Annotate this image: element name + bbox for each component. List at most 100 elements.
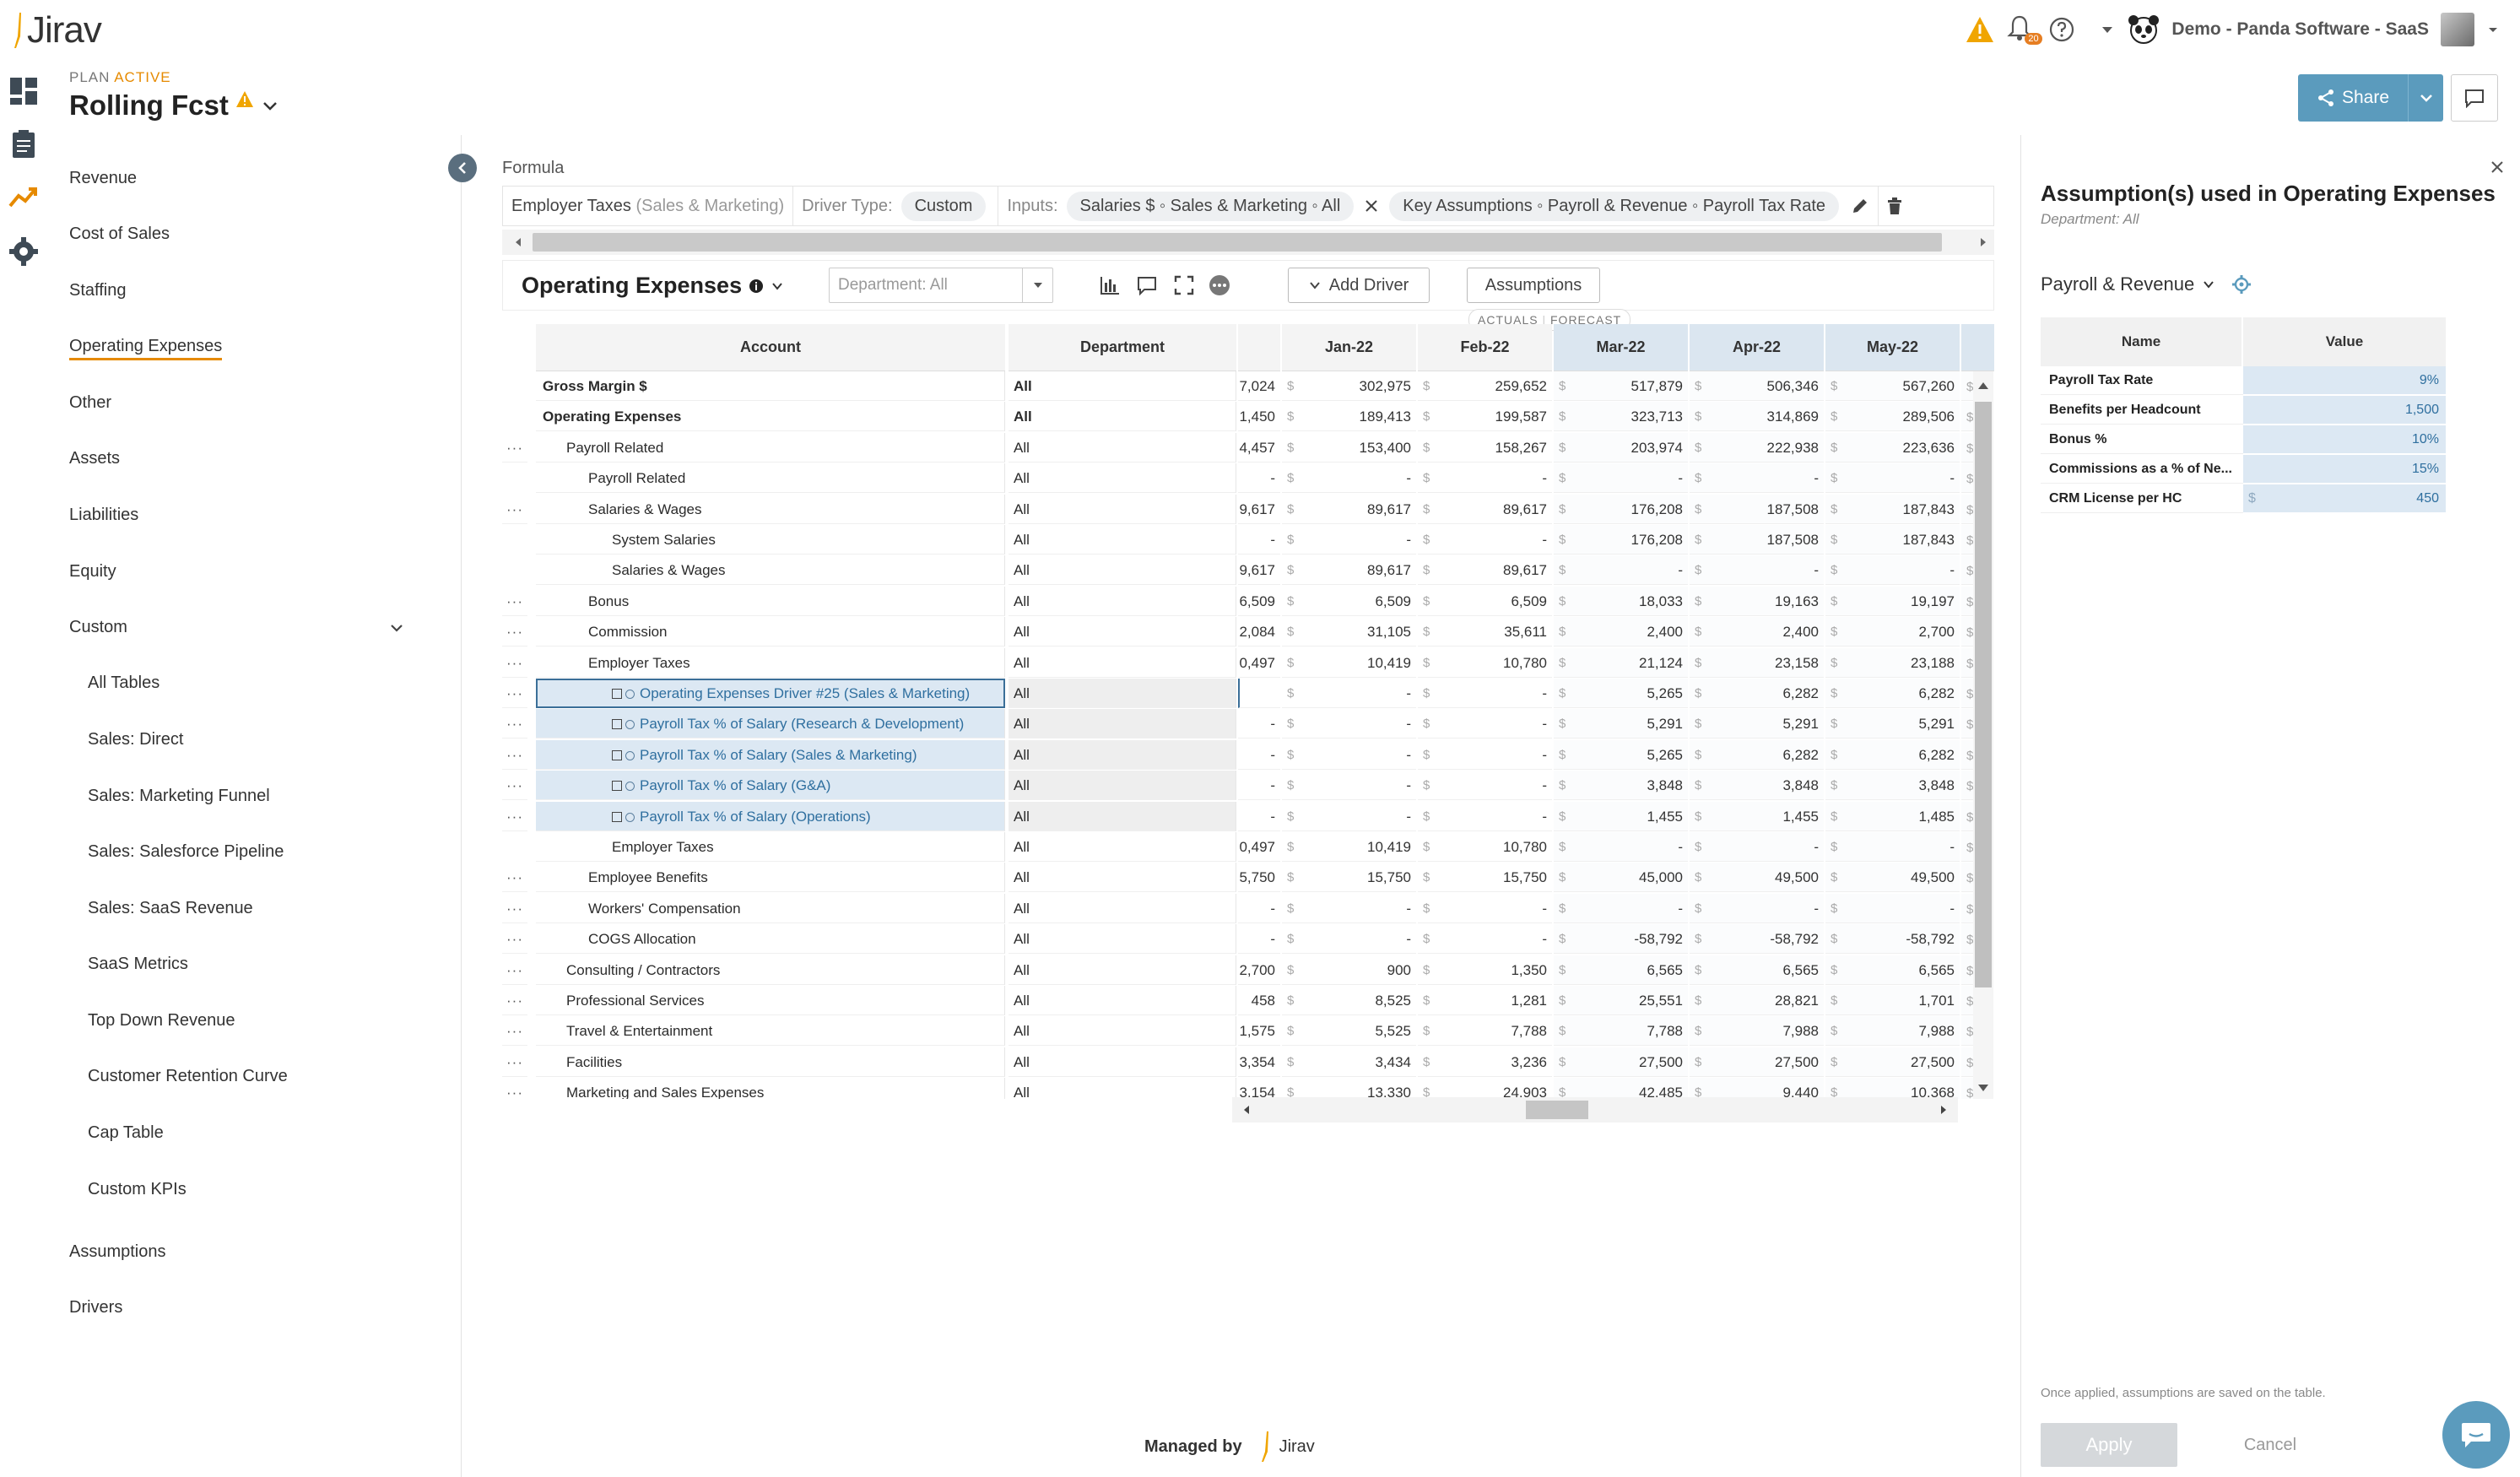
cell-value[interactable]: $5,291 [1825,709,1960,739]
cell-prev-month[interactable]: 2,084 [1238,617,1280,647]
sidebar-item-sales-direct[interactable]: Sales: Direct [88,730,184,749]
cell-value[interactable]: $ - [1418,525,1552,555]
sidebar-item-top-down-revenue[interactable]: Top Down Revenue [88,1011,235,1030]
row-menu-icon[interactable]: ··· [502,894,527,923]
cell-account[interactable]: Employer Taxes [536,647,1005,678]
table-row[interactable]: ··· Workers' Compensation All - $ - $ - $ - $ - $ - $ [502,893,1994,923]
cell-value[interactable]: $314,869 [1690,402,1824,432]
cell-department[interactable]: All [1009,617,1236,647]
table-row[interactable]: ··· Employee Benefits All 5,750 $15,750 $15,7… [502,863,1994,893]
cell-department[interactable]: All [1009,371,1236,401]
table-row[interactable]: ··· Professional Services All 458 $8,525 $1,2… [502,986,1994,1015]
cell-prev-month[interactable]: 458 [1238,986,1280,1015]
cell-department[interactable]: All [1009,1047,1236,1077]
user-avatar[interactable] [2441,13,2474,46]
sidebar-item-staffing[interactable]: Staffing [69,281,127,300]
cell-prev-month[interactable]: - [1238,709,1280,739]
sidebar-item-assumptions[interactable]: Assumptions [69,1242,166,1261]
cell-account[interactable]: Employer Taxes [536,832,1005,862]
cell-value[interactable]: $203,974 [1554,432,1688,463]
cell-value[interactable]: $5,525 [1282,1016,1416,1047]
cell-value[interactable]: $ - [1418,924,1552,955]
grid-vertical-scrollbar[interactable] [1973,371,1993,1099]
table-row[interactable]: Payroll Related All - $ - $ - $ - $ - $ - $ [502,463,1994,494]
cell-department[interactable]: All [1009,832,1236,862]
row-menu-icon[interactable]: ··· [502,648,527,678]
cell-account[interactable]: Gross Margin $ [536,371,1005,401]
cell-department[interactable]: All [1009,1016,1236,1047]
assumption-row[interactable]: Bonus % 10% [2041,425,2446,454]
table-row[interactable]: ··· Employer Taxes All 0,497 $10,419 $10,780 $… [502,647,1994,678]
assumption-value[interactable]: 10% [2243,425,2446,454]
cell-account[interactable]: Payroll Tax % of Salary (Research & Deve… [536,709,1005,739]
cell-value[interactable]: $3,236 [1418,1047,1552,1077]
cell-value[interactable]: $ - [1418,679,1552,708]
sidebar-item-equity[interactable]: Equity [69,562,116,581]
assumption-row[interactable]: Payroll Tax Rate 9% [2041,366,2446,395]
driver-checkbox-icon[interactable] [612,749,622,760]
cell-department[interactable]: All [1009,432,1236,463]
cell-department[interactable]: All [1009,679,1236,708]
scroll-left-icon[interactable] [1241,1104,1252,1116]
column-header-may[interactable]: May-22 [1825,324,1960,371]
caret-down-icon[interactable] [2099,21,2116,38]
cell-value[interactable]: $89,617 [1418,555,1552,586]
close-panel-button[interactable] [2490,157,2505,181]
cell-value[interactable]: $ - [1282,709,1416,739]
cell-value[interactable]: $ - [1282,771,1416,801]
cell-prev-month[interactable]: 4,457 [1238,433,1280,463]
assumption-value[interactable]: 15% [2243,455,2446,484]
cell-value[interactable]: $18,033 [1554,586,1688,616]
cell-prev-month[interactable]: 2,700 [1238,955,1280,985]
cell-value[interactable]: $ - [1554,463,1688,494]
cell-value[interactable]: $ - [1418,771,1552,801]
cell-value[interactable]: $ - [1282,924,1416,955]
cell-prev-month[interactable]: 3,154 [1238,1078,1280,1099]
sidebar-item-drivers[interactable]: Drivers [69,1298,123,1317]
cell-value[interactable]: $ - [1418,463,1552,494]
driver-checkbox-icon[interactable] [612,781,622,792]
cell-value[interactable]: $323,713 [1554,402,1688,432]
cell-value[interactable]: $25,551 [1554,986,1688,1015]
table-row[interactable]: Operating Expenses All 1,450 $189,413 $199,5… [502,402,1994,432]
table-row[interactable]: Salaries & Wages All 9,617 $89,617 $89,617 $ -… [502,555,1994,586]
chat-support-button[interactable] [2442,1401,2510,1469]
cell-value[interactable]: $ - [1418,709,1552,739]
cell-account[interactable]: Employee Benefits [536,863,1005,893]
cell-prev-month[interactable]: - [1238,463,1280,494]
table-row[interactable]: ··· Bonus All 6,509 $6,509 $6,509 $18,033 $19,1… [502,586,1994,616]
cell-prev-month[interactable]: 9,617 [1238,555,1280,586]
driver-type-chip[interactable]: Custom [900,191,987,221]
cell-value[interactable]: $24,903 [1418,1078,1552,1099]
column-header-jan[interactable]: Jan-22 [1282,324,1416,371]
cell-value[interactable]: $ - [1554,893,1688,923]
cell-value[interactable]: $1,701 [1825,986,1960,1015]
cell-account[interactable]: Salaries & Wages [536,494,1005,524]
chevron-down-icon[interactable] [771,279,784,293]
cell-value[interactable]: $1,350 [1418,955,1552,985]
cell-value[interactable]: $ -58,792 [1825,924,1960,955]
column-header-mar[interactable]: Mar-22 [1554,324,1688,371]
table-row[interactable]: Gross Margin $ All 7,024 $302,975 $259,652 $5… [502,371,1994,401]
input-chip-key-assumptions[interactable]: Key Assumptions ◦ Payroll & Revenue ◦ Pa… [1389,191,1839,221]
comments-button[interactable] [2451,74,2498,122]
cell-department[interactable]: All [1009,586,1236,616]
scroll-right-icon[interactable] [1977,236,1989,248]
cell-value[interactable]: $ - [1282,679,1416,708]
cell-account[interactable]: Marketing and Sales Expenses [536,1078,1005,1099]
assumption-value[interactable]: $450 [2243,484,2446,513]
assumption-row[interactable]: Commissions as a % of Ne... 15% [2041,455,2446,484]
cell-value[interactable]: $3,848 [1690,771,1824,801]
cell-value[interactable]: $ - [1282,463,1416,494]
notifications-bell[interactable]: 20 [2006,14,2042,45]
cell-value[interactable]: $89,617 [1282,555,1416,586]
cell-value[interactable]: $6,509 [1282,587,1416,616]
cell-prev-month[interactable]: - [1238,525,1280,555]
cell-value[interactable]: $ - [1554,832,1688,862]
cell-value[interactable]: $10,419 [1282,832,1416,862]
cell-account[interactable]: COGS Allocation [536,924,1005,955]
assumption-value[interactable]: 1,500 [2243,396,2446,425]
cell-value[interactable]: $10,419 [1282,648,1416,678]
cell-value[interactable]: $6,509 [1418,587,1552,616]
cell-value[interactable]: $42,485 [1554,1078,1688,1099]
